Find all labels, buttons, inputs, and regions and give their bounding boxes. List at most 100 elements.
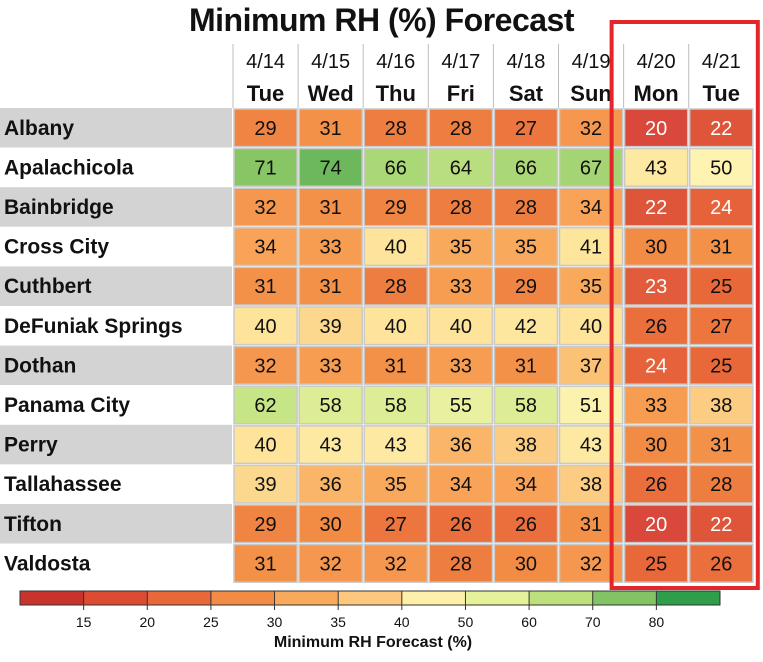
cell-8-4 bbox=[493, 425, 559, 465]
cell-value-4-7: 25 bbox=[710, 276, 732, 298]
cell-6-0 bbox=[233, 345, 298, 385]
colorbar-outline bbox=[19, 590, 721, 606]
cell-value-1-1: 74 bbox=[320, 157, 342, 179]
cell-7-2 bbox=[363, 385, 429, 425]
cell-value-6-3: 33 bbox=[450, 355, 472, 377]
cell-value-3-0: 34 bbox=[254, 237, 276, 259]
cell-7-6 bbox=[623, 385, 689, 425]
column-day-3: Fri bbox=[447, 81, 475, 106]
cell-value-8-5: 43 bbox=[580, 435, 602, 457]
cell-value-0-6: 20 bbox=[645, 118, 667, 140]
cell-value-8-1: 43 bbox=[320, 435, 342, 457]
colorbar-tick-label-9: 80 bbox=[649, 614, 665, 630]
row-label-bg-6 bbox=[0, 345, 232, 386]
cell-3-6 bbox=[623, 227, 689, 267]
cell-5-0 bbox=[233, 306, 298, 346]
cell-value-2-4: 28 bbox=[515, 197, 537, 219]
cell-value-9-4: 34 bbox=[515, 474, 537, 496]
cell-9-2 bbox=[363, 464, 429, 504]
cell-value-6-2: 31 bbox=[385, 355, 407, 377]
cell-1-2 bbox=[363, 147, 429, 187]
cell-value-9-0: 39 bbox=[254, 474, 276, 496]
cell-value-7-1: 58 bbox=[320, 395, 342, 417]
cell-value-7-6: 33 bbox=[645, 395, 667, 417]
cell-6-2 bbox=[363, 345, 429, 385]
row-label-bg-7 bbox=[0, 385, 232, 425]
column-date-4: 4/18 bbox=[506, 51, 545, 73]
colorbar-tick-label-0: 15 bbox=[76, 614, 92, 630]
cell-value-0-4: 27 bbox=[515, 118, 537, 140]
colorbar-tick-label-7: 60 bbox=[521, 614, 537, 630]
cell-value-1-4: 66 bbox=[515, 157, 537, 179]
cell-value-10-3: 26 bbox=[450, 514, 472, 536]
row-label-bg-11 bbox=[0, 543, 232, 584]
cell-value-3-3: 35 bbox=[450, 237, 472, 259]
cell-value-8-2: 43 bbox=[385, 435, 407, 457]
cell-value-2-0: 32 bbox=[254, 197, 276, 219]
cell-3-7 bbox=[688, 227, 754, 267]
column-day-4: Sat bbox=[509, 81, 544, 106]
row-label-0: Albany bbox=[4, 117, 74, 140]
cell-value-6-0: 32 bbox=[254, 355, 276, 377]
row-label-11: Valdosta bbox=[4, 552, 91, 575]
cell-value-2-6: 22 bbox=[645, 197, 667, 219]
colorbar-tick-label-4: 35 bbox=[330, 614, 346, 630]
cell-1-1 bbox=[298, 147, 363, 187]
column-date-7: 4/21 bbox=[702, 51, 741, 73]
cell-value-6-4: 31 bbox=[515, 355, 537, 377]
cell-value-11-3: 28 bbox=[450, 553, 472, 575]
cell-value-9-2: 35 bbox=[385, 474, 407, 496]
cell-value-4-5: 35 bbox=[580, 276, 602, 298]
cell-3-2 bbox=[363, 227, 429, 267]
cell-9-3 bbox=[428, 464, 494, 504]
cell-8-7 bbox=[688, 425, 754, 465]
cell-value-0-1: 31 bbox=[320, 118, 342, 140]
cell-value-4-0: 31 bbox=[254, 276, 276, 298]
cell-6-7 bbox=[688, 345, 754, 385]
cell-7-0 bbox=[233, 385, 298, 425]
cell-value-4-3: 33 bbox=[450, 276, 472, 298]
cell-value-1-3: 64 bbox=[450, 157, 472, 179]
cell-value-3-5: 41 bbox=[580, 237, 602, 259]
cell-1-3 bbox=[428, 147, 494, 187]
cell-7-7 bbox=[688, 385, 754, 425]
cell-value-2-2: 29 bbox=[385, 197, 407, 219]
chart-title: Minimum RH (%) Forecast bbox=[189, 2, 574, 38]
cell-value-7-3: 55 bbox=[450, 395, 472, 417]
colorbar-segment-9 bbox=[592, 591, 657, 605]
cell-value-7-2: 58 bbox=[385, 395, 407, 417]
cell-4-6 bbox=[623, 266, 689, 306]
column-day-2: Thu bbox=[376, 81, 416, 106]
cell-value-0-5: 32 bbox=[580, 118, 602, 140]
colorbar-segment-2 bbox=[147, 591, 211, 605]
cell-10-7 bbox=[688, 504, 754, 544]
cell-value-4-4: 29 bbox=[515, 276, 537, 298]
row-label-bg-2 bbox=[0, 187, 232, 227]
cell-value-0-2: 28 bbox=[385, 118, 407, 140]
cell-7-1 bbox=[298, 385, 363, 425]
cell-5-2 bbox=[363, 306, 429, 346]
cell-10-3 bbox=[428, 504, 494, 544]
cell-value-9-7: 28 bbox=[710, 474, 732, 496]
cell-value-8-3: 36 bbox=[450, 435, 472, 457]
row-label-bg-9 bbox=[0, 464, 232, 504]
cell-value-11-4: 30 bbox=[515, 553, 537, 575]
colorbar-segment-10 bbox=[656, 591, 720, 605]
row-label-bg-10 bbox=[0, 504, 232, 544]
cell-value-5-2: 40 bbox=[385, 316, 407, 338]
cell-11-1 bbox=[298, 543, 363, 583]
cell-10-4 bbox=[493, 504, 559, 544]
cell-10-0 bbox=[233, 504, 298, 544]
cell-11-3 bbox=[428, 543, 494, 583]
cell-value-0-0: 29 bbox=[254, 118, 276, 140]
cell-value-11-6: 25 bbox=[645, 553, 667, 575]
cell-2-1 bbox=[298, 187, 363, 227]
colorbar-segment-6 bbox=[401, 591, 466, 605]
cell-value-3-6: 30 bbox=[645, 237, 667, 259]
cell-value-7-0: 62 bbox=[254, 395, 276, 417]
cell-2-4 bbox=[493, 187, 559, 227]
highlight-box bbox=[609, 20, 760, 590]
row-label-7: Panama City bbox=[4, 394, 130, 417]
cell-6-4 bbox=[493, 345, 559, 385]
column-day-0: Tue bbox=[247, 81, 284, 106]
